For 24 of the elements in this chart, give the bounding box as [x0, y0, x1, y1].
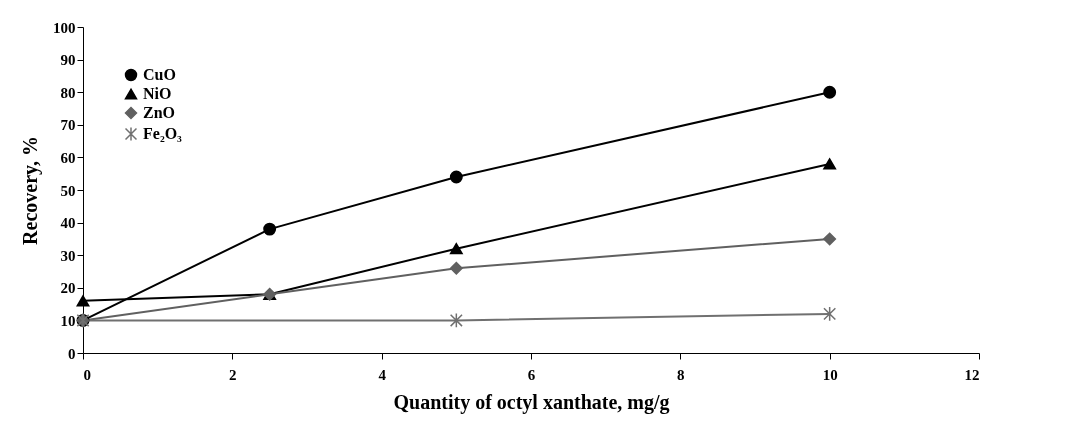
legend-label: CuO	[143, 66, 176, 83]
y-axis-title: Recovery, %	[19, 136, 42, 245]
x-tick-label: 4	[378, 366, 387, 383]
legend-label: ZnO	[143, 104, 176, 121]
y-tick-label: 10	[60, 312, 76, 329]
x-tick-label: 10	[822, 366, 838, 383]
x-axis-title: Quantity of octyl xanthate, mg/g	[393, 390, 670, 414]
x-tick-label: 6	[527, 366, 536, 383]
x-tick-label: 12	[964, 366, 980, 383]
legend-label: NiO	[143, 85, 172, 102]
y-tick-label: 80	[60, 84, 76, 101]
y-tick-label: 0	[68, 345, 76, 362]
y-tick-label: 20	[60, 280, 76, 297]
y-tick-label: 60	[60, 149, 76, 166]
x-tick-label: 0	[83, 366, 91, 383]
x-tick-label: 2	[229, 366, 237, 383]
x-tick-label: 8	[677, 366, 685, 383]
y-tick-label: 90	[60, 52, 76, 69]
y-tick-label: 70	[60, 117, 76, 134]
legend-label: Fe₂O₃	[143, 125, 183, 142]
y-tick-label: 100	[53, 19, 76, 36]
y-tick-label: 40	[60, 215, 76, 232]
y-tick-label: 50	[60, 182, 76, 199]
y-tick-label: 30	[60, 247, 76, 264]
